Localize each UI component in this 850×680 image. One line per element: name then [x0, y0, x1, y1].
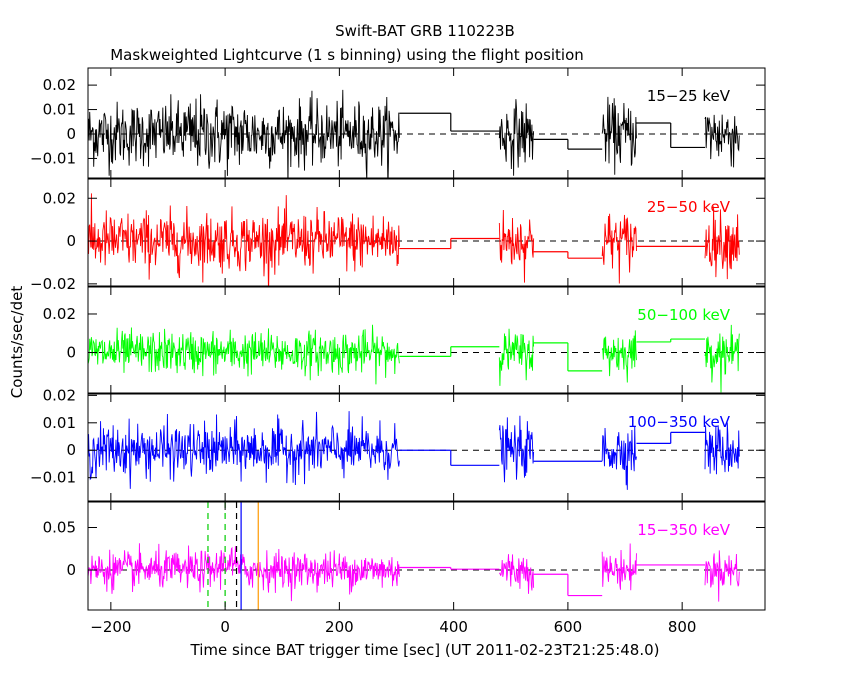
- panel-2: 0.02 0 50−100 keV: [43, 286, 766, 394]
- lightcurve-series-segment-0: [88, 193, 400, 286]
- lightcurve-series-segment-2: [601, 213, 637, 284]
- chart-title: Swift-BAT GRB 110223B: [335, 22, 515, 40]
- x-tick-label: 600: [554, 618, 583, 636]
- y-tick-label: 0.01: [43, 101, 76, 119]
- panel-frame: [87, 393, 766, 502]
- panel-plot-area: [88, 193, 765, 286]
- energy-band-label: 25−50 keV: [647, 198, 731, 216]
- y-tick-label: 0.01: [43, 414, 76, 432]
- lightcurve-series-segment-1: [498, 415, 535, 483]
- y-tick-label: 0: [66, 344, 76, 362]
- lightcurve-series-segment-3: [704, 550, 740, 602]
- lightcurve-series-segment-1: [499, 554, 535, 594]
- lightcurve-series-segment-3: [704, 324, 740, 393]
- lightcurve-series-segment-2: [601, 330, 637, 383]
- binned-step-series: [399, 564, 706, 597]
- lightcurve-series-segment-0: [88, 411, 400, 489]
- x-tick-label: 400: [439, 618, 468, 636]
- panels-group: 0.02 0.01 0 −0.01 15−25 keV 0.02 0 −0.02 25−50 k…: [30, 67, 766, 636]
- panel-0: 0.02 0.01 0 −0.01 15−25 keV: [30, 67, 766, 179]
- panel-plot-area: [88, 89, 765, 178]
- y-tick-label: −0.02: [30, 275, 76, 293]
- panel-3: 0.02 0.01 0 −0.01 100−350 keV: [30, 386, 766, 502]
- lightcurve-series-segment-1: [498, 99, 535, 176]
- y-tick-label: 0: [66, 232, 76, 250]
- y-tick-label: 0.05: [43, 519, 76, 537]
- y-tick-label: 0.02: [43, 189, 76, 207]
- energy-band-label: 15−350 keV: [637, 521, 730, 539]
- binned-step-series: [399, 338, 706, 372]
- energy-band-label: 50−100 keV: [637, 306, 730, 324]
- y-tick-label: 0.02: [43, 386, 76, 404]
- panel-4: 0.05 0 −200 0 200 400 600 800 15−350 keV: [43, 501, 766, 636]
- binned-step-series: [399, 237, 706, 259]
- energy-band-label: 100−350 keV: [628, 413, 731, 431]
- lightcurve-series-segment-3: [704, 114, 740, 168]
- binned-step-series: [399, 431, 706, 466]
- y-tick-label: −0.01: [30, 149, 76, 167]
- panel-frame: [87, 67, 766, 179]
- x-tick-label: 0: [220, 618, 230, 636]
- y-tick-label: 0: [66, 441, 76, 459]
- x-axis-label: Time since BAT trigger time [sec] (UT 20…: [190, 641, 660, 659]
- y-tick-label: 0: [66, 561, 76, 579]
- binned-step-series: [399, 112, 706, 150]
- panel-frame: [87, 501, 766, 611]
- energy-band-label: 15−25 keV: [647, 87, 731, 105]
- x-tick-label: 200: [325, 618, 354, 636]
- panel-frame: [87, 286, 766, 394]
- chart-subtitle: Maskweighted Lightcurve (1 s binning) us…: [110, 46, 584, 64]
- panel-plot-area: [88, 411, 765, 490]
- x-tick-label: 800: [668, 618, 697, 636]
- y-tick-label: 0.02: [43, 305, 76, 323]
- y-axis-label: Counts/sec/det: [8, 286, 26, 399]
- lightcurve-series-segment-2: [601, 543, 637, 591]
- y-tick-label: −0.01: [30, 469, 76, 487]
- panel-plot-area: [88, 324, 765, 393]
- lightcurve-series-segment-2: [601, 426, 637, 490]
- lightcurve-series-segment-0: [88, 89, 400, 178]
- lightcurve-series-segment-0: [88, 324, 400, 385]
- lightcurve-series-segment-3: [704, 206, 740, 280]
- lightcurve-series-segment-2: [601, 96, 637, 175]
- lightcurve-series-segment-1: [498, 328, 535, 386]
- lightcurve-series-segment-0: [88, 543, 400, 602]
- y-tick-label: 0.02: [43, 76, 76, 94]
- x-tick-label: −200: [90, 618, 131, 636]
- lightcurve-series-segment-1: [498, 210, 535, 283]
- lightcurve-series-segment-3: [704, 422, 740, 475]
- panel-1: 0.02 0 −0.02 25−50 keV: [30, 178, 766, 293]
- y-tick-label: 0: [66, 125, 76, 143]
- panel-frame: [87, 178, 766, 287]
- panel-plot-area: [88, 502, 765, 610]
